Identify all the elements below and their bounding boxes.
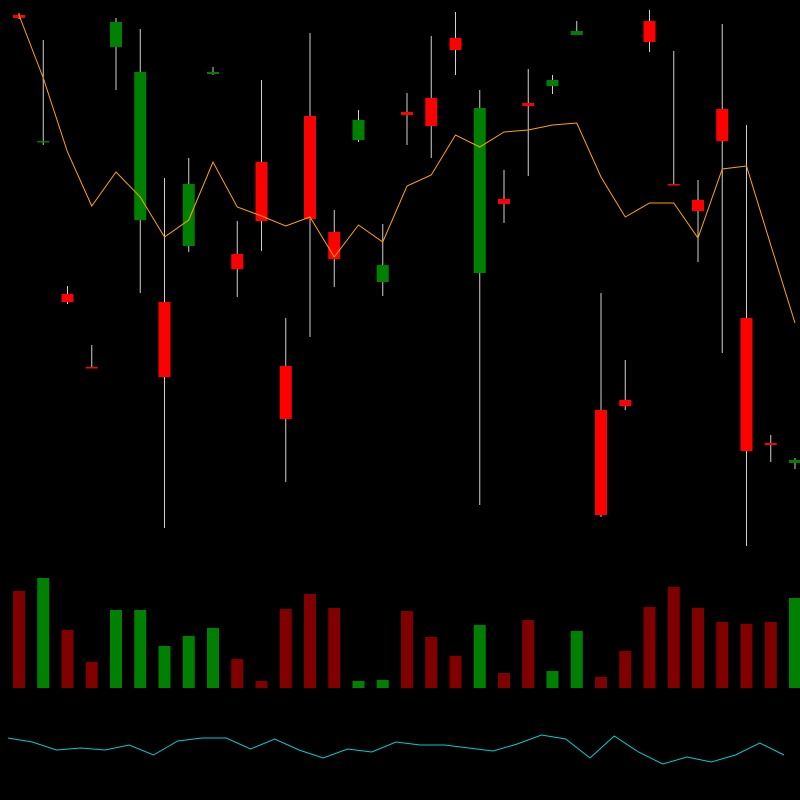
candle-body <box>279 366 292 419</box>
candle-body <box>158 302 171 377</box>
candle-body <box>255 162 268 221</box>
candle-body <box>595 410 607 515</box>
volume-bar <box>61 630 74 688</box>
volume-bar <box>304 594 316 688</box>
candle-body <box>304 116 316 219</box>
moving-average-line <box>18 14 796 324</box>
volume-bar <box>716 622 729 688</box>
indicator-line <box>7 734 785 765</box>
candle-body <box>207 72 219 74</box>
volume-bar <box>110 610 122 688</box>
candle-body <box>716 109 729 141</box>
candle-body <box>692 200 704 211</box>
volume-bar <box>231 659 244 688</box>
volume-bar <box>158 646 171 688</box>
volume-bar <box>789 598 800 688</box>
candle-body <box>401 112 413 115</box>
candle-body <box>570 31 583 35</box>
volume-bar <box>85 662 98 688</box>
volume-bar <box>279 609 292 688</box>
candle-body <box>231 254 244 269</box>
volume-bar <box>473 625 486 688</box>
candle-body <box>498 199 510 204</box>
volume-bar <box>207 628 219 688</box>
candle-body <box>182 184 195 246</box>
candle-body <box>449 38 462 50</box>
candle-body <box>37 141 50 143</box>
volume-bar <box>255 681 268 688</box>
volume-bar <box>619 651 632 688</box>
candle-body <box>619 400 632 406</box>
volume-bar <box>522 620 535 688</box>
candle-body <box>546 80 559 86</box>
volume-bar <box>740 624 753 688</box>
volume-bar <box>764 622 777 688</box>
candle-body <box>85 367 98 369</box>
volume-bar <box>692 608 704 688</box>
volume-bar <box>595 677 607 688</box>
candle-body <box>134 72 147 220</box>
candle-body <box>352 120 365 140</box>
volume-bar <box>328 608 341 688</box>
volume-bar <box>352 681 365 688</box>
candle-body <box>110 22 122 47</box>
candle-body <box>740 318 753 451</box>
volume-bar <box>37 578 50 688</box>
candle-body <box>764 443 777 445</box>
candle-body <box>522 103 535 106</box>
volume-bar <box>449 656 462 688</box>
volume-bar <box>546 671 559 688</box>
volume-bar <box>425 637 438 688</box>
volume-bar <box>498 673 510 688</box>
candle-body <box>667 184 680 186</box>
candle-body <box>473 108 486 273</box>
volume-bar <box>401 611 413 688</box>
candle-body <box>425 98 438 126</box>
volume-bar <box>643 607 656 688</box>
candle-body <box>376 265 389 282</box>
volume-bar <box>570 631 583 688</box>
volume-bar <box>182 636 195 688</box>
volume-bar <box>13 591 25 688</box>
volume-bar <box>376 680 389 688</box>
candle-body <box>13 15 25 18</box>
candle-body <box>643 21 656 42</box>
candle-body <box>61 294 74 302</box>
volume-bar <box>134 610 147 688</box>
candle-body <box>789 460 800 463</box>
volume-bar <box>667 587 680 688</box>
candle-body <box>328 232 341 259</box>
